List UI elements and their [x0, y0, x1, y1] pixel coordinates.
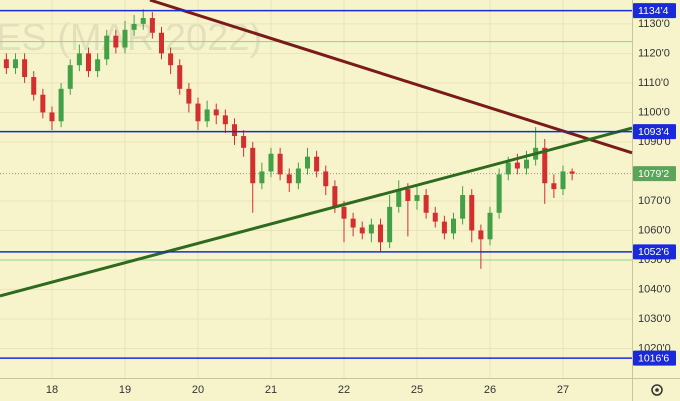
y-tick-label: 1070'0	[638, 195, 671, 207]
candle-body	[113, 35, 119, 48]
candle-body	[377, 224, 384, 243]
candle-body	[158, 32, 164, 54]
candle-body	[177, 65, 183, 89]
candle-body	[304, 156, 311, 169]
axis-border	[632, 0, 633, 401]
x-tick-label: 20	[192, 384, 204, 396]
candle-body	[432, 212, 438, 222]
candle-body	[204, 109, 210, 122]
y-tick-label: 1040'0	[638, 283, 671, 295]
candle-body	[514, 162, 520, 169]
candle-body	[186, 88, 192, 104]
settings-icon[interactable]	[651, 384, 663, 396]
candle-body	[3, 59, 9, 69]
candle-body	[195, 103, 201, 122]
candle-body	[487, 212, 493, 240]
candle-body	[323, 171, 329, 187]
candle-body	[441, 221, 447, 234]
price-badge	[633, 350, 676, 366]
candle-body	[341, 206, 347, 219]
price-badge-label: 1052'6	[638, 246, 669, 258]
candle-body	[76, 53, 82, 66]
candle-body	[314, 156, 320, 172]
trend-line	[149, 0, 633, 155]
y-tick-label: 1110'0	[638, 77, 669, 89]
y-tick-label: 1100'0	[638, 106, 670, 118]
x-tick-label: 21	[265, 384, 277, 396]
candle-body	[414, 195, 420, 201]
candle-body	[231, 124, 237, 137]
candle-body	[140, 18, 146, 24]
candle-body	[67, 65, 73, 89]
candle-body	[12, 59, 18, 69]
candle-body	[250, 147, 256, 184]
candle-body	[368, 224, 374, 234]
candle-body	[85, 53, 91, 72]
y-tick-label: 1130'0	[638, 18, 670, 30]
x-tick-label: 26	[484, 384, 496, 396]
candle-body	[131, 23, 137, 30]
price-badge	[633, 166, 676, 182]
candle-body	[460, 195, 466, 219]
candle-body	[423, 195, 429, 213]
price-badge	[633, 244, 676, 260]
candle-body	[286, 174, 292, 184]
candle-body	[104, 35, 110, 60]
candle-body	[222, 115, 228, 125]
candle-body	[405, 189, 411, 201]
candle-body	[496, 174, 502, 213]
candle-body	[31, 77, 37, 95]
price-badge-label: 1079'2	[638, 168, 669, 180]
axis-border	[0, 378, 680, 379]
candle-body	[551, 183, 557, 190]
candle-body	[350, 218, 356, 228]
price-badge-label: 1093'4	[638, 126, 669, 138]
candle-body	[542, 147, 548, 184]
price-badge-label: 1134'4	[638, 5, 669, 17]
candle-body	[213, 109, 219, 116]
candle-body	[95, 59, 101, 72]
x-tick-label: 27	[557, 384, 569, 396]
candle-body	[259, 171, 265, 184]
price-badge	[633, 3, 676, 19]
trend-line	[0, 126, 633, 298]
candle-body	[505, 162, 511, 175]
candle-body	[22, 59, 28, 78]
y-tick-label: 1120'0	[638, 47, 670, 59]
x-tick-label: 22	[338, 384, 350, 396]
candle-body	[58, 88, 64, 122]
candle-body	[295, 168, 301, 184]
x-tick-label: 18	[46, 384, 58, 396]
candle-body	[268, 153, 274, 172]
candle-body	[469, 195, 475, 231]
candle-body	[122, 29, 128, 48]
candle-body	[396, 189, 402, 207]
candle-body	[49, 112, 55, 122]
candle-body	[478, 230, 484, 240]
candle-body	[560, 171, 566, 190]
candle-body	[168, 53, 174, 66]
candle-body	[450, 218, 457, 234]
candle-body	[523, 159, 530, 169]
y-tick-label: 1060'0	[638, 224, 671, 236]
x-tick-label: 25	[411, 384, 423, 396]
candle-body	[569, 171, 575, 174]
candle-body	[241, 136, 247, 148]
candle-body	[359, 227, 365, 234]
candle-body	[277, 153, 283, 175]
price-badge-label: 1016'6	[638, 352, 669, 364]
candle-body	[332, 186, 338, 207]
price-badge	[633, 124, 676, 140]
candle-body	[149, 18, 155, 33]
y-tick-label: 1030'0	[638, 313, 671, 325]
candle-body	[387, 206, 393, 243]
candle-body	[40, 94, 46, 113]
x-tick-label: 19	[119, 384, 131, 396]
